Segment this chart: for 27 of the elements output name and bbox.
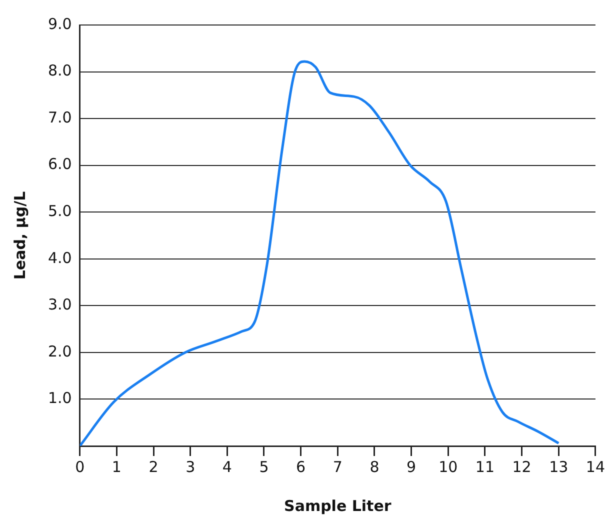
x-tick-label: 12 <box>512 458 532 476</box>
y-axis-title: Lead, µg/L <box>10 190 29 280</box>
x-tick-label: 11 <box>475 458 495 476</box>
x-tick-label: 0 <box>75 458 85 476</box>
x-tick-label: 2 <box>148 458 158 476</box>
x-tick-label: 3 <box>186 458 196 476</box>
y-tick-label: 1.0 <box>48 389 72 408</box>
y-tick-label: 9.0 <box>48 14 72 33</box>
x-axis-title: Sample Liter <box>284 496 392 515</box>
x-tick-label: 4 <box>222 458 232 476</box>
y-tick-label: 3.0 <box>48 296 72 314</box>
y-tick-label: 2.0 <box>48 342 72 360</box>
y-tick-label: 8.0 <box>48 62 72 80</box>
x-tick-label: 8 <box>370 458 380 476</box>
x-tick-label: 13 <box>549 458 568 476</box>
x-tick-label: 10 <box>438 458 458 476</box>
line-series <box>80 60 560 446</box>
x-tick-label: 5 <box>259 458 269 476</box>
x-tick-label: 14 <box>586 458 606 476</box>
x-tick-label: 9 <box>406 458 416 476</box>
x-tick-label: 1 <box>112 458 122 476</box>
y-tick-label: 6.0 <box>48 155 72 174</box>
x-tick-label: 7 <box>332 458 342 476</box>
x-tick-label: 6 <box>296 458 306 476</box>
y-tick-label: 4.0 <box>48 248 72 267</box>
y-tick-label: 7.0 <box>48 108 72 126</box>
y-tick-label: 5.0 <box>48 202 72 220</box>
